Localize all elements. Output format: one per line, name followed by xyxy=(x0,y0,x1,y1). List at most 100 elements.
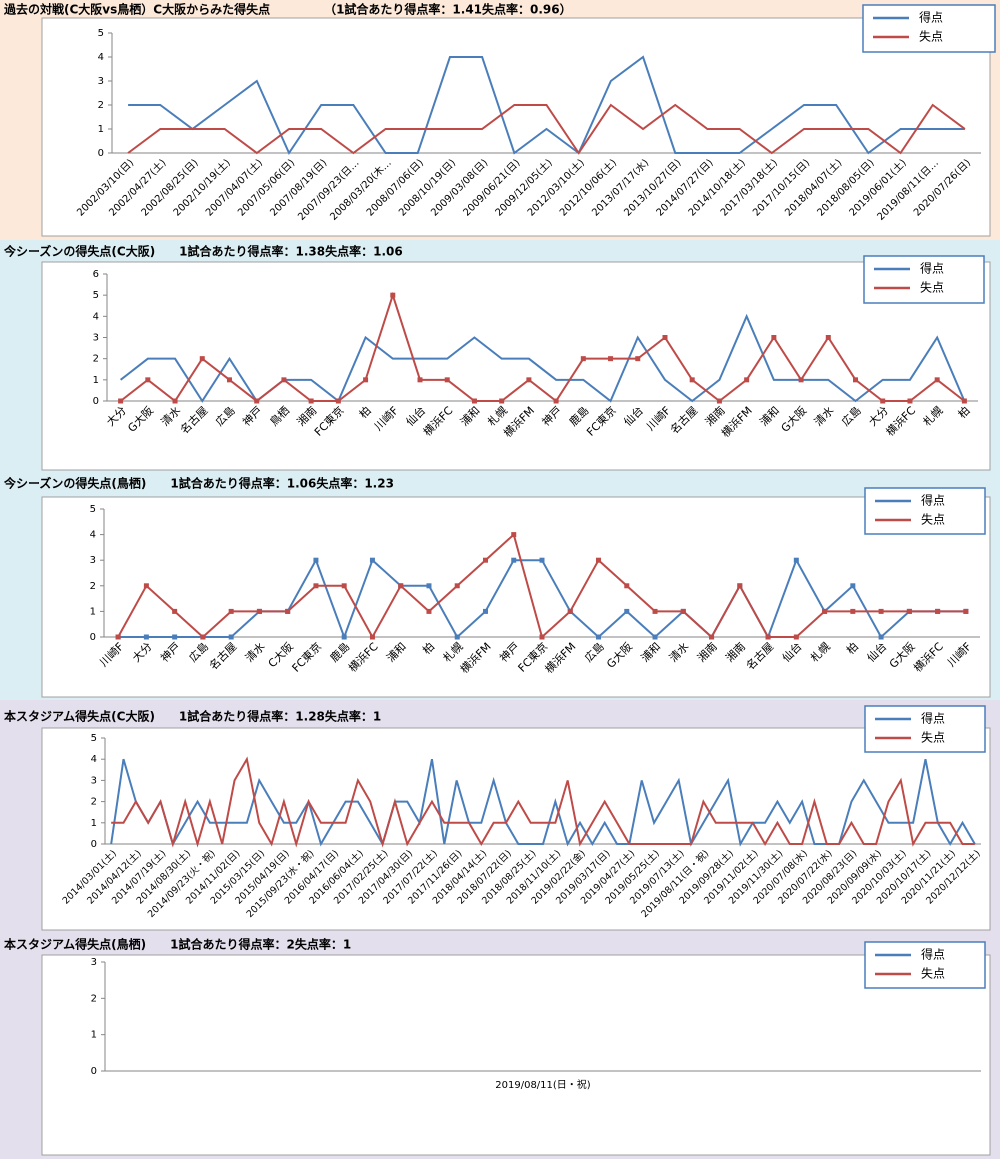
point-marker xyxy=(652,634,658,640)
point-marker xyxy=(228,608,234,614)
legend-label: 失点 xyxy=(921,966,945,981)
y-tick-label: 0 xyxy=(93,396,99,407)
point-marker xyxy=(652,608,658,614)
y-tick-label: 0 xyxy=(90,632,96,643)
point-marker xyxy=(963,608,969,614)
point-marker xyxy=(398,583,404,589)
chart-area xyxy=(41,727,991,931)
point-marker xyxy=(624,608,630,614)
point-marker xyxy=(798,377,804,383)
point-marker xyxy=(596,634,602,640)
point-marker xyxy=(369,634,375,640)
point-marker xyxy=(850,608,856,614)
legend-label: 失点 xyxy=(921,512,945,527)
y-tick-label: 2 xyxy=(93,354,99,365)
point-marker xyxy=(335,398,341,404)
y-tick-label: 1 xyxy=(91,818,97,829)
point-marker xyxy=(313,583,319,589)
legend-label: 得点 xyxy=(921,947,945,962)
point-marker xyxy=(254,398,260,404)
point-marker xyxy=(281,377,287,383)
point-marker xyxy=(716,398,722,404)
point-marker xyxy=(256,608,262,614)
point-marker xyxy=(744,377,750,383)
point-marker xyxy=(172,634,178,640)
point-marker xyxy=(689,377,695,383)
legend-label: 失点 xyxy=(920,280,944,295)
point-marker xyxy=(662,335,668,340)
y-tick-label: 3 xyxy=(91,775,97,786)
y-tick-label: 3 xyxy=(90,555,96,566)
legend-label: 得点 xyxy=(921,493,945,508)
y-tick-label: 1 xyxy=(90,606,96,617)
point-marker xyxy=(539,634,545,640)
point-marker xyxy=(511,557,517,563)
legend-label: 失点 xyxy=(921,730,945,745)
point-marker xyxy=(793,557,799,563)
chart-title: 本スタジアム得失点(C大阪) 1試合あたり得点率：1.28失点率：1 xyxy=(4,709,381,724)
chart-area xyxy=(41,954,991,1156)
y-tick-label: 3 xyxy=(91,957,97,968)
point-marker xyxy=(426,608,432,614)
point-marker xyxy=(765,634,771,640)
point-marker xyxy=(363,377,369,383)
series-line xyxy=(111,756,975,848)
point-marker xyxy=(426,583,432,589)
y-tick-label: 4 xyxy=(98,52,104,63)
chart-title: 今シーズンの得失点(鳥栖) 1試合あたり得点率：1.06失点率：1.23 xyxy=(3,476,394,491)
x-tick-label: 2019/08/11(日・祝) xyxy=(495,1078,591,1091)
y-tick-label: 6 xyxy=(93,269,99,280)
legend-label: 失点 xyxy=(919,29,943,44)
point-marker xyxy=(199,356,205,362)
legend-box xyxy=(864,941,986,989)
legend-box xyxy=(864,487,986,535)
chart-title: 本スタジアム得失点(鳥栖) 1試合あたり得点率：2失点率：1 xyxy=(4,937,351,952)
series-line xyxy=(119,291,966,403)
point-marker xyxy=(850,583,856,589)
point-marker xyxy=(539,557,545,563)
point-marker xyxy=(511,532,517,538)
point-marker xyxy=(482,608,488,614)
point-marker xyxy=(737,583,743,589)
y-tick-label: 0 xyxy=(91,839,97,850)
point-marker xyxy=(635,356,641,362)
chart-title: 今シーズンの得失点(C大阪) 1試合あたり得点率：1.38失点率：1.06 xyxy=(3,244,403,259)
point-marker xyxy=(553,398,559,404)
chart-area xyxy=(41,261,991,471)
series-line xyxy=(127,103,966,155)
point-marker xyxy=(624,583,630,589)
y-tick-label: 2 xyxy=(91,797,97,808)
y-tick-label: 3 xyxy=(98,76,104,87)
y-tick-label: 5 xyxy=(98,28,104,39)
y-tick-label: 0 xyxy=(91,1066,97,1077)
point-marker xyxy=(499,398,505,404)
point-marker xyxy=(961,398,967,404)
point-marker xyxy=(454,583,460,589)
point-marker xyxy=(341,634,347,640)
point-marker xyxy=(143,634,149,640)
point-marker xyxy=(226,377,232,383)
legend-label: 得点 xyxy=(919,10,943,25)
point-marker xyxy=(567,608,573,614)
point-marker xyxy=(935,608,941,614)
legend-label: 得点 xyxy=(920,261,944,276)
point-marker xyxy=(454,634,460,640)
point-marker xyxy=(390,292,396,298)
point-marker xyxy=(313,557,319,563)
point-marker xyxy=(526,377,532,383)
point-marker xyxy=(200,634,206,640)
legend-box xyxy=(864,705,986,753)
point-marker xyxy=(482,557,488,563)
point-marker xyxy=(880,398,886,404)
point-marker xyxy=(771,335,777,340)
point-marker xyxy=(471,398,477,404)
point-marker xyxy=(369,557,375,563)
point-marker xyxy=(341,583,347,589)
y-tick-label: 2 xyxy=(91,993,97,1004)
point-marker xyxy=(580,356,586,362)
point-marker xyxy=(878,634,884,640)
legend-box xyxy=(863,255,985,304)
y-tick-label: 5 xyxy=(93,290,99,301)
point-marker xyxy=(709,634,715,640)
